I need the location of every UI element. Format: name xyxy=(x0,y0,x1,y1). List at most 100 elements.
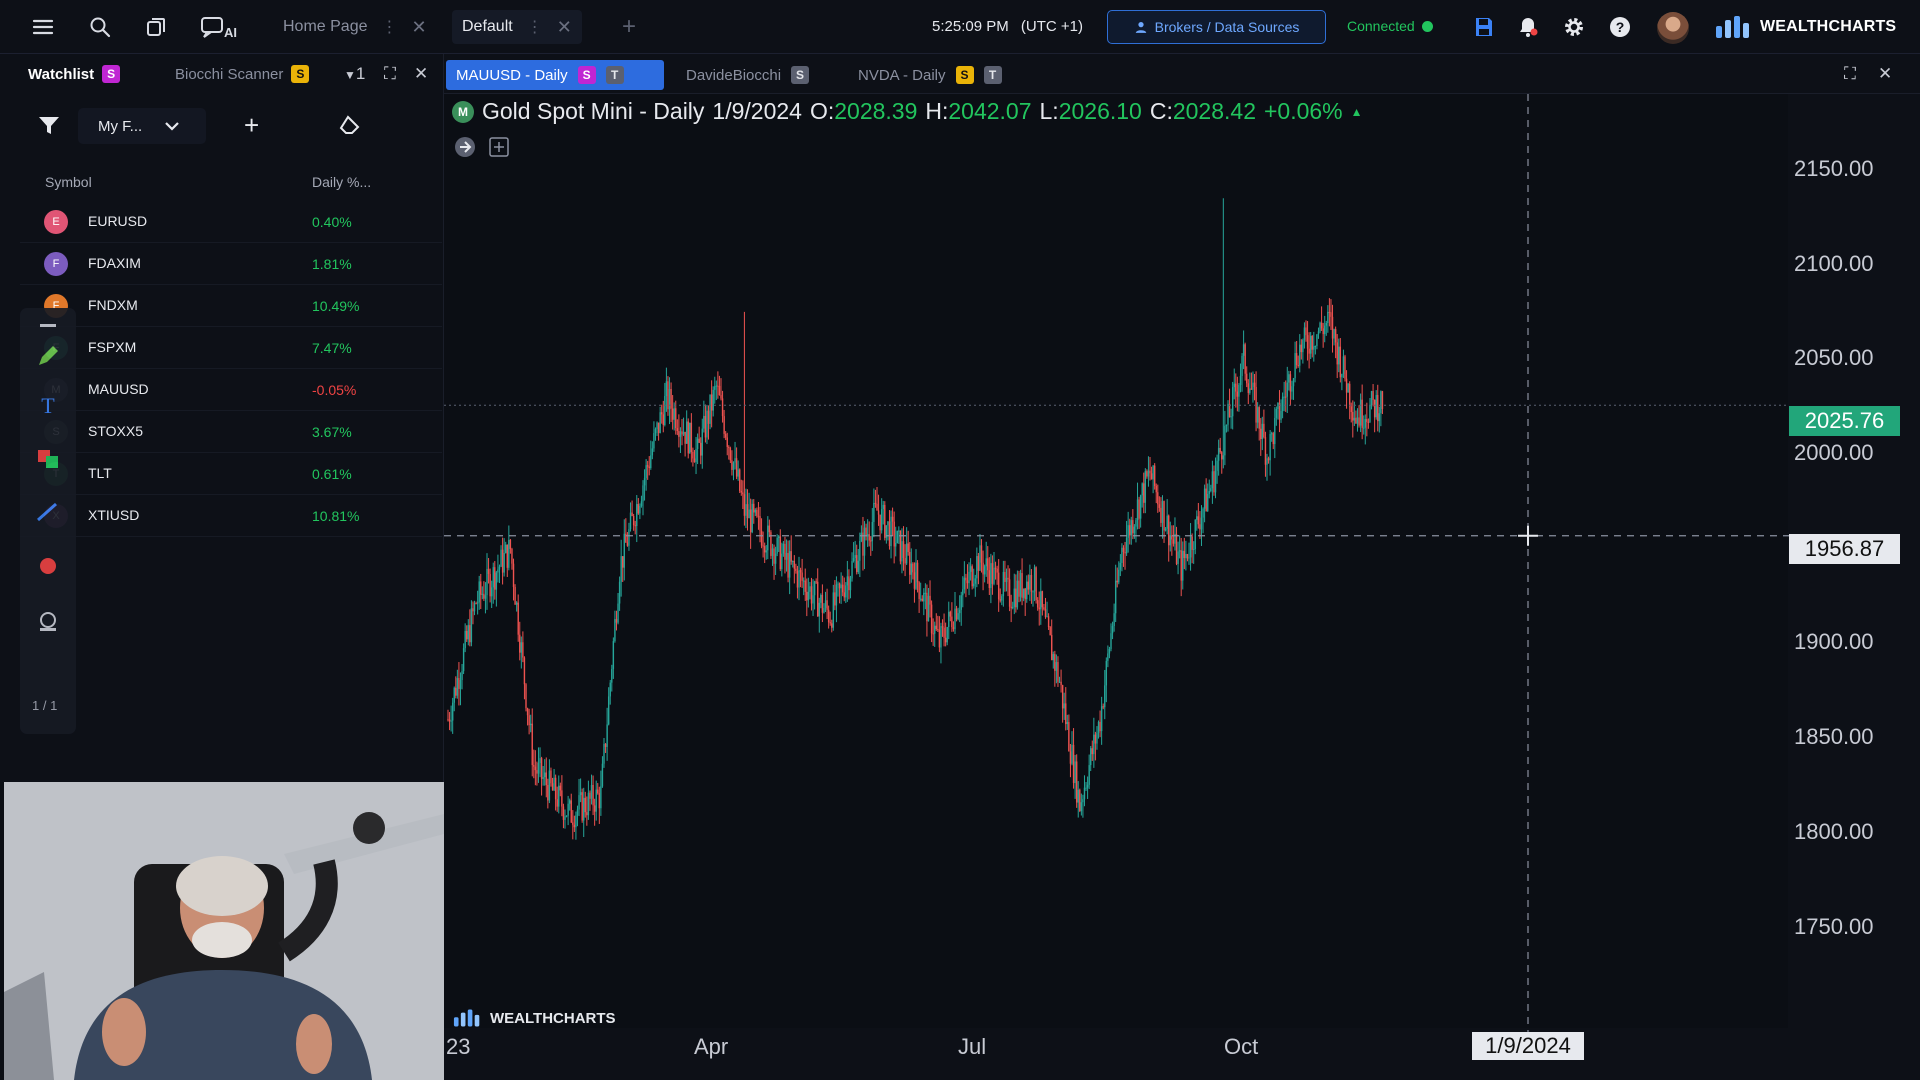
maximize-icon[interactable]: ⛶ xyxy=(384,64,396,83)
copy-icon[interactable] xyxy=(142,13,170,41)
workspace-tab-home[interactable]: Home Page ⋮ ✕ xyxy=(273,10,437,44)
candle-body xyxy=(1058,681,1061,683)
price-chart[interactable] xyxy=(444,94,1920,1080)
candle-body xyxy=(770,532,772,556)
candle-body xyxy=(1153,465,1156,486)
text-tool-icon[interactable]: T xyxy=(41,393,55,418)
candle-body xyxy=(767,525,769,551)
candle-body xyxy=(957,613,959,620)
tab-biocchi-scanner[interactable]: Biocchi Scanner S xyxy=(175,65,310,83)
candle-body xyxy=(604,743,607,747)
candle-body xyxy=(1160,507,1162,523)
candle-body xyxy=(1008,579,1011,607)
chart-legend: M Gold Spot Mini - Daily 1/9/2024 O:2028… xyxy=(452,98,1363,125)
candle-body xyxy=(973,583,975,587)
list-item[interactable]: FFSPXM7.47% xyxy=(20,327,442,369)
candle-body xyxy=(731,460,733,470)
tab-count-dropdown[interactable]: ▼1 xyxy=(344,64,365,84)
candle-body xyxy=(1294,353,1296,379)
candle-body xyxy=(1082,799,1084,803)
list-item[interactable]: SSTOXX53.67% xyxy=(20,411,442,453)
avatar[interactable] xyxy=(1657,12,1689,44)
eraser-icon[interactable] xyxy=(338,114,364,141)
alerts-icon[interactable] xyxy=(1514,13,1542,41)
candle-body xyxy=(1052,654,1054,661)
watchlist-select[interactable]: My F... xyxy=(78,108,206,144)
gear-icon[interactable] xyxy=(1560,13,1588,41)
list-item[interactable]: E EURUSD 0.40% xyxy=(20,201,442,243)
candle-body xyxy=(598,793,601,809)
candle-body xyxy=(1136,499,1139,521)
candle-body xyxy=(1122,547,1125,552)
close-icon[interactable]: ✕ xyxy=(556,16,572,37)
help-icon[interactable]: ? xyxy=(1606,13,1634,41)
maximize-icon[interactable]: ⛶ xyxy=(1844,64,1856,83)
search-icon[interactable] xyxy=(86,13,114,41)
list-item[interactable]: F FDAXIM 1.81% xyxy=(20,243,442,285)
candle-body xyxy=(732,462,735,470)
candle-body xyxy=(1289,374,1292,392)
save-icon[interactable] xyxy=(1470,13,1498,41)
price-tick-label: 2050.00 xyxy=(1794,345,1874,371)
tab-davidebiocchi[interactable]: DavideBiocchi S xyxy=(676,60,819,90)
list-item[interactable]: TTLT0.61% xyxy=(20,453,442,495)
candle-body xyxy=(533,765,535,767)
candle-body xyxy=(645,465,647,479)
candle-body xyxy=(832,592,835,628)
candle-body xyxy=(1309,335,1312,354)
candle-body xyxy=(1188,557,1190,559)
candle-body xyxy=(898,530,900,532)
candle-body xyxy=(924,592,927,594)
measure-icon[interactable] xyxy=(34,498,62,526)
candle-body xyxy=(831,623,833,628)
candle-body xyxy=(1331,316,1334,339)
tab-watchlist[interactable]: Watchlist S xyxy=(28,65,121,83)
tab-nvda-daily[interactable]: NVDA - Daily S T xyxy=(848,60,1012,90)
marker-icon[interactable] xyxy=(34,552,62,580)
ai-icon[interactable]: AI xyxy=(200,13,244,41)
candle-body xyxy=(559,785,562,791)
filter-icon[interactable] xyxy=(38,116,60,141)
magnet-icon[interactable] xyxy=(34,608,62,636)
candle-body xyxy=(631,512,633,517)
add-indicator-icon[interactable] xyxy=(488,136,510,158)
candle-body xyxy=(668,388,671,410)
compare-icon[interactable] xyxy=(454,136,476,158)
candle-body xyxy=(932,633,934,635)
candle-body xyxy=(1121,547,1123,563)
candle-body xyxy=(748,509,750,519)
candle-body xyxy=(1292,378,1295,387)
candle-body xyxy=(720,395,722,399)
candle-body xyxy=(1104,685,1106,708)
workspace-tab-default[interactable]: Default ⋮ ✕ xyxy=(452,10,582,44)
collapse-icon[interactable] xyxy=(34,312,62,340)
close-icon[interactable]: ✕ xyxy=(414,64,429,83)
column-symbol[interactable]: Symbol xyxy=(45,174,92,190)
pencil-icon[interactable] xyxy=(34,342,62,370)
candle-body xyxy=(662,414,664,426)
menu-icon[interactable] xyxy=(29,13,57,41)
column-daily-change[interactable]: Daily %... xyxy=(312,174,372,190)
candle-body xyxy=(1063,703,1065,709)
crosshair-date-label: 1/9/2024 xyxy=(1472,1032,1584,1060)
tab-mauusd-daily[interactable]: MAUUSD - Daily S T xyxy=(446,60,664,90)
list-item[interactable]: F FNDXM 10.49% xyxy=(20,285,442,327)
tab-menu-icon[interactable]: ⋮ xyxy=(381,19,398,36)
add-symbol-button[interactable]: + xyxy=(244,110,260,140)
tab-menu-icon[interactable]: ⋮ xyxy=(526,19,543,36)
list-item[interactable]: MMAUUSD-0.05% xyxy=(20,369,442,411)
candle-body xyxy=(1088,765,1090,785)
close-icon[interactable]: ✕ xyxy=(1878,64,1893,83)
shapes-icon[interactable] xyxy=(34,444,62,472)
candle-body xyxy=(1047,616,1050,628)
chart-area[interactable]: M Gold Spot Mini - Daily 1/9/2024 O:2028… xyxy=(444,94,1920,1080)
add-tab-icon[interactable]: + xyxy=(621,13,636,40)
candle-body xyxy=(1327,311,1329,324)
time-tick-label: 23 xyxy=(446,1034,471,1059)
candle-body xyxy=(1146,471,1148,477)
legend-change: +0.06% xyxy=(1263,98,1343,124)
brokers-button[interactable]: Brokers / Data Sources xyxy=(1107,10,1326,44)
close-icon[interactable]: ✕ xyxy=(411,16,427,37)
candle-body xyxy=(595,789,597,812)
list-item[interactable]: XXTIUSD10.81% xyxy=(20,495,442,537)
